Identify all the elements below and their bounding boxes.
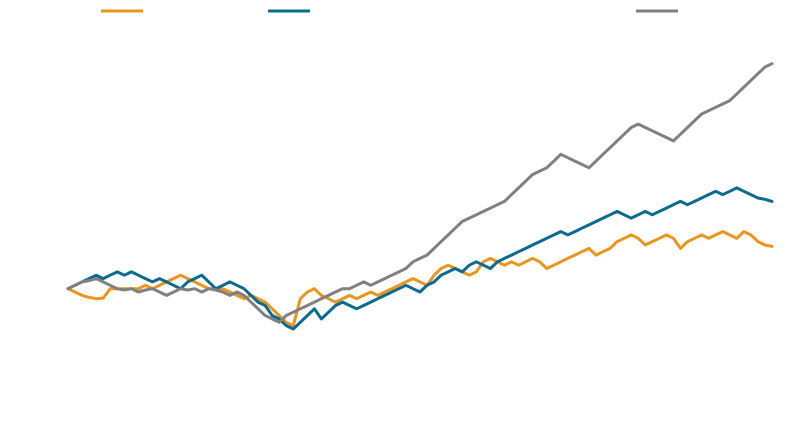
plot-area [66,62,774,331]
series-line-0 [66,230,774,328]
series-line-2 [66,62,774,324]
series-line-1 [66,186,774,331]
